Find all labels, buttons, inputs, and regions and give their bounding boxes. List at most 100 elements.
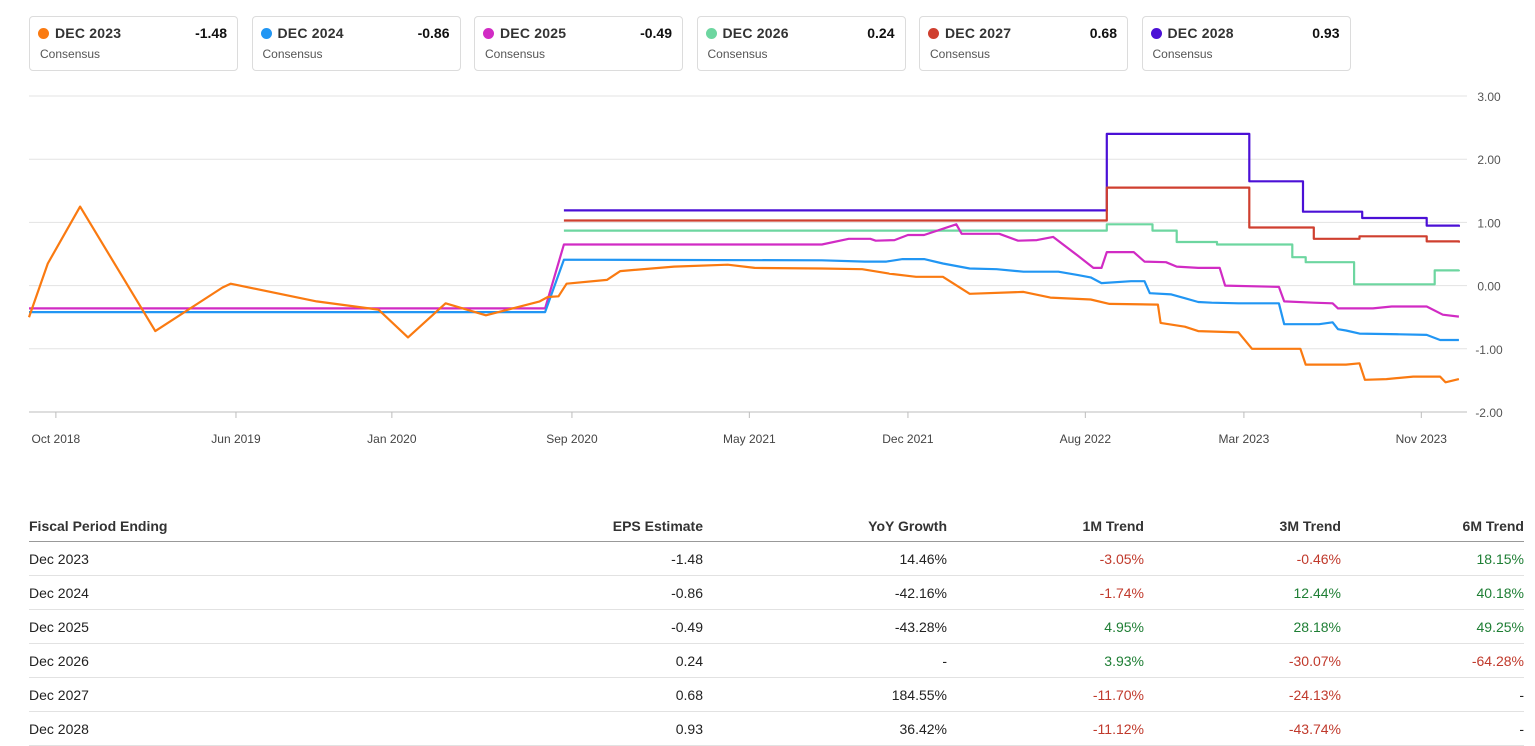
table-cell: 0.68 [499,677,703,712]
table-cell: -43.74% [1144,711,1341,746]
eps-line-chart: 3.00 2.00 1.00 0.00 -1.00 -2.00 Oct 2018 Jun 20… [27,90,1503,446]
eps-estimates-table: Fiscal Period Ending EPS Estimate YoY Grow… [29,511,1524,746]
legend-series-subtitle: Consensus [707,47,768,61]
legend-series-name: DEC 2026 [722,25,789,41]
x-tick-label: Sep 2020 [546,432,598,446]
x-tick-label: Dec 2021 [882,432,934,446]
legend-card-dec-2027[interactable]: DEC 2027 0.68 Consensus [919,16,1128,71]
series-dot-icon [705,28,717,39]
table-row: Dec 2027 0.68 184.55% -11.70% -24.13% - [29,677,1524,712]
legend-card-dec-2025[interactable]: DEC 2025 -0.49 Consensus [474,16,683,71]
table-cell: Dec 2023 [29,541,499,576]
table-cell: -64.28% [1341,643,1524,678]
table-cell: -43.28% [703,609,947,644]
legend-series-value: -1.48 [195,25,227,41]
legend-card-dec-2024[interactable]: DEC 2024 -0.86 Consensus [251,16,461,71]
legend-series-value: 0.24 [867,25,895,41]
legend-series-subtitle: Consensus [485,47,546,61]
table-row: Dec 2023 -1.48 14.46% -3.05% -0.46% 18.15% [29,541,1524,576]
legend-card-dec-2023[interactable]: DEC 2023 -1.48 Consensus [29,16,238,71]
table-cell: Dec 2026 [29,643,499,678]
y-tick-label: 3.00 [1477,90,1501,104]
table-row: Dec 2024 -0.86 -42.16% -1.74% 12.44% 40.18% [29,575,1524,610]
legend-series-value: -0.49 [640,25,672,41]
series-line-dec-2023[interactable] [27,205,1460,384]
table-row: Dec 2028 0.93 36.42% -11.12% -43.74% - [29,711,1524,746]
table-cell: - [1341,711,1524,746]
table-cell: -3.05% [947,541,1144,576]
legend-card-dec-2028[interactable]: DEC 2028 0.93 Consensus [1141,16,1351,71]
series-dot-icon [928,28,939,39]
series-line-dec-2024[interactable] [29,258,1459,342]
table-cell: -11.70% [947,677,1144,712]
table-cell: - [1341,677,1524,712]
y-tick-label: 0.00 [1477,280,1501,294]
y-tick-label: 2.00 [1477,153,1501,167]
series-line-dec-2026[interactable] [563,223,1461,286]
table-cell: 40.18% [1341,575,1524,610]
legend-series-name: DEC 2024 [277,25,344,41]
series-dot-icon [483,28,494,39]
table-cell: 14.46% [703,541,947,576]
series-line-dec-2028[interactable] [563,132,1461,227]
legend-card-dec-2026[interactable]: DEC 2026 0.24 Consensus [696,16,906,71]
x-tick-label: Jun 2019 [211,432,261,446]
legend-series-name: DEC 2025 [500,25,567,41]
x-tick-label: Aug 2022 [1060,432,1112,446]
series-dot-icon [38,28,49,39]
table-cell: 0.24 [499,643,703,678]
table-cell: -0.86 [499,575,703,610]
table-cell: Dec 2027 [29,677,499,712]
column-header: 1M Trend [947,511,1144,542]
y-tick-label: 1.00 [1477,216,1501,230]
legend-series-name: DEC 2023 [55,25,122,41]
column-header: Fiscal Period Ending [29,511,499,542]
table-row: Dec 2025 -0.49 -43.28% 4.95% 28.18% 49.25% [29,609,1524,644]
series-dot-icon [1150,28,1162,39]
legend-series-subtitle: Consensus [262,47,323,61]
legend-series-name: DEC 2028 [1167,25,1234,41]
x-tick-label: May 2021 [723,432,776,446]
table-cell: 28.18% [1144,609,1341,644]
x-tick-label: Mar 2023 [1219,432,1270,446]
y-tick-label: -1.00 [1475,343,1503,357]
table-cell: 3.93% [947,643,1144,678]
table-cell: Dec 2024 [29,575,499,610]
legend-series-value: -0.86 [417,25,450,41]
table-cell: 4.95% [947,609,1144,644]
table-cell: - [703,643,947,678]
column-header: EPS Estimate [499,511,703,542]
column-header: 3M Trend [1144,511,1341,542]
series-line-dec-2027[interactable] [563,186,1461,243]
x-tick-label: Nov 2023 [1396,432,1448,446]
x-tick-label: Jan 2020 [367,432,417,446]
column-header: YoY Growth [703,511,947,542]
table-cell: 36.42% [703,711,947,746]
table-cell: 18.15% [1341,541,1524,576]
series-dot-icon [260,28,272,39]
table-cell: -1.74% [947,575,1144,610]
x-tick-label: Oct 2018 [32,432,81,446]
table-cell: 12.44% [1144,575,1341,610]
series-line-dec-2025[interactable] [29,223,1460,318]
table-cell: 0.93 [499,711,703,746]
table-cell: -24.13% [1144,677,1341,712]
table-header-row: Fiscal Period Ending EPS Estimate YoY Grow… [29,511,1524,542]
table-cell: 184.55% [703,677,947,712]
table-cell: -42.16% [703,575,947,610]
y-tick-label: -2.00 [1475,406,1503,420]
column-header: 6M Trend [1341,511,1524,542]
legend-series-subtitle: Consensus [930,47,991,61]
legend-series-subtitle: Consensus [1152,47,1213,61]
table-cell: -11.12% [947,711,1144,746]
table-cell: Dec 2028 [29,711,499,746]
table-cell: Dec 2025 [29,609,499,644]
table-cell: -30.07% [1144,643,1341,678]
legend-series-name: DEC 2027 [945,25,1012,41]
table-row: Dec 2026 0.24-3.93% -30.07% -64.28% [29,643,1524,678]
table-cell: -1.48 [499,541,703,576]
table-cell: -0.46% [1144,541,1341,576]
legend-series-value: 0.93 [1312,25,1340,41]
table-cell: 49.25% [1341,609,1524,644]
table-cell: -0.49 [499,609,703,644]
